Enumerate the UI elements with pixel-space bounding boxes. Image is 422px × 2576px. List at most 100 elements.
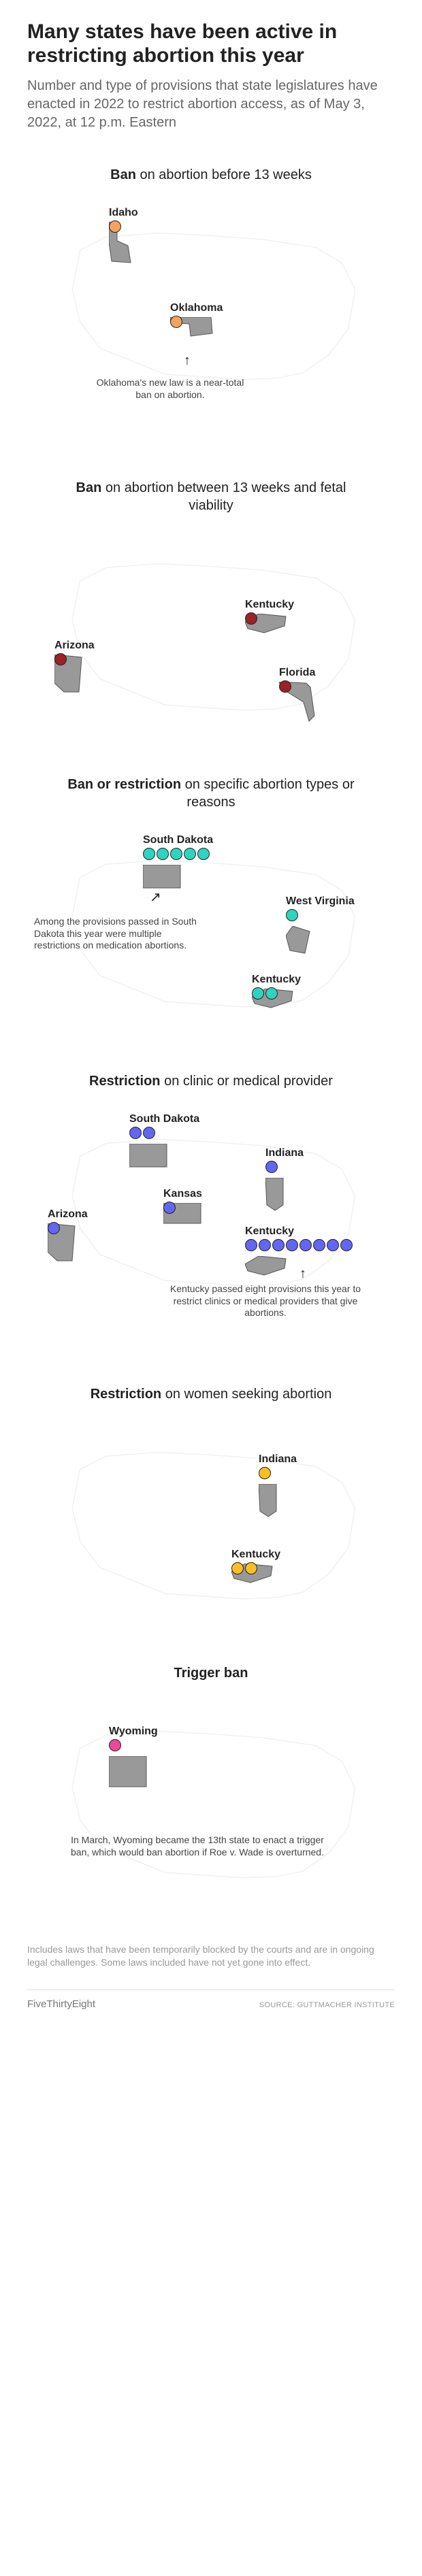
- provision-dot: [272, 1239, 285, 1251]
- chart-footer: FiveThirtyEight SOURCE: GUTTMACHER INSTI…: [27, 1989, 395, 2010]
- provision-dot: [109, 220, 121, 233]
- provision-dots: [245, 1239, 353, 1251]
- map-section: Restriction on women seeking abortionInd…: [27, 1385, 395, 1610]
- footer-source: SOURCE: GUTTMACHER INSTITUTE: [259, 2001, 395, 2009]
- sections-container: Ban on abortion before 13 weeks Idaho Okla…: [27, 166, 395, 1889]
- provision-dots: [48, 1222, 88, 1234]
- provision-dot: [170, 316, 182, 328]
- provision-dots: [259, 1467, 297, 1479]
- provision-dot: [245, 612, 257, 625]
- provision-dot: [54, 653, 67, 665]
- us-outline: [41, 1440, 381, 1617]
- provision-dot: [265, 987, 278, 1000]
- provision-dot: [143, 848, 155, 860]
- provision-dots: [231, 1562, 280, 1574]
- provision-dot: [197, 848, 210, 860]
- provision-dots: [170, 316, 223, 328]
- provision-dot: [163, 1202, 176, 1214]
- provision-dot: [184, 848, 196, 860]
- state-label: Oklahoma: [170, 302, 223, 314]
- state-group: Kentucky: [245, 1225, 353, 1251]
- provision-dot: [48, 1222, 60, 1234]
- state-label: Kentucky: [245, 599, 294, 611]
- state-group: Kansas: [163, 1188, 202, 1214]
- state-group: Kentucky: [245, 599, 294, 625]
- state-group: Idaho: [109, 207, 138, 233]
- map-section: Ban on abortion between 13 weeks and fet…: [27, 479, 395, 721]
- provision-dot: [157, 848, 169, 860]
- state-label: Indiana: [259, 1453, 297, 1466]
- chart-headline: Many states have been active in restrict…: [27, 20, 395, 67]
- provision-dot: [286, 1239, 298, 1251]
- provision-dots: [109, 220, 138, 233]
- state-label: Wyoming: [109, 1725, 158, 1738]
- section-title: Ban or restriction on specific abortion …: [27, 776, 395, 811]
- map-area: South Dakota West Virginia Kentucky Among t…: [27, 827, 395, 1018]
- us-outline: [41, 1719, 381, 1896]
- provision-dot: [170, 848, 182, 860]
- provision-dot: [265, 1161, 278, 1173]
- state-label: Arizona: [54, 640, 95, 652]
- state-label: Kansas: [163, 1188, 202, 1200]
- provision-dot: [286, 909, 298, 921]
- provision-dot: [340, 1239, 353, 1251]
- map-annotation: Kentucky passed eight provisions this ye…: [163, 1283, 368, 1319]
- provision-dot: [252, 987, 264, 1000]
- state-group: Indiana: [259, 1453, 297, 1479]
- map-area: Indiana Kentucky: [27, 1419, 395, 1610]
- provision-dots: [279, 680, 315, 693]
- provision-dots: [252, 987, 301, 1000]
- annotation-arrow-icon: ↑: [299, 1266, 306, 1282]
- state-group: South Dakota: [143, 834, 213, 860]
- state-label: Kentucky: [252, 974, 301, 986]
- provision-dot: [313, 1239, 325, 1251]
- state-label: Kentucky: [245, 1225, 353, 1238]
- state-group: South Dakota: [129, 1113, 199, 1139]
- map-section: Restriction on clinic or medical provide…: [27, 1072, 395, 1331]
- section-title: Restriction on clinic or medical provide…: [27, 1072, 395, 1090]
- provision-dot: [327, 1239, 339, 1251]
- provision-dots: [109, 1739, 158, 1751]
- map-section: Ban or restriction on specific abortion …: [27, 776, 395, 1018]
- state-group: Arizona: [48, 1208, 88, 1234]
- provision-dots: [129, 1127, 199, 1139]
- provision-dot: [143, 1127, 155, 1139]
- state-shape-icon: [129, 1144, 177, 1191]
- state-label: West Virginia: [286, 895, 355, 908]
- state-label: Arizona: [48, 1208, 88, 1221]
- map-area: IdahoOklahomaOklahoma's new law is a nea…: [27, 200, 395, 425]
- state-group: Florida: [279, 667, 315, 693]
- section-title: Ban on abortion between 13 weeks and fet…: [27, 479, 395, 514]
- provision-dots: [54, 653, 95, 665]
- state-group: Kentucky: [231, 1549, 280, 1574]
- state-shape-icon: [286, 926, 334, 974]
- provision-dot: [299, 1239, 312, 1251]
- state-shape-icon: [259, 1484, 306, 1532]
- section-title: Trigger ban: [27, 1664, 395, 1682]
- state-group: Indiana: [265, 1147, 304, 1173]
- map-section: Trigger ban Wyoming In March, Wyoming beca…: [27, 1664, 395, 1889]
- map-area: South Dakota Indiana Kansas Arizona Kentucky…: [27, 1106, 395, 1331]
- map-annotation: In March, Wyoming became the 13th state …: [68, 1834, 327, 1858]
- map-section: Ban on abortion before 13 weeks Idaho Okla…: [27, 166, 395, 425]
- state-label: Idaho: [109, 207, 138, 219]
- chart-dek: Number and type of provisions that state…: [27, 77, 395, 132]
- map-annotation: Among the provisions passed in South Dak…: [34, 916, 197, 952]
- annotation-arrow-icon: ↗: [150, 889, 161, 906]
- state-group: Wyoming: [109, 1725, 158, 1751]
- map-area: Wyoming In March, Wyoming became the 13th…: [27, 1698, 395, 1889]
- provision-dot: [259, 1467, 271, 1479]
- state-label: South Dakota: [143, 834, 213, 846]
- state-group: Kentucky: [252, 974, 301, 1000]
- provision-dots: [265, 1161, 304, 1173]
- section-title: Ban on abortion before 13 weeks: [27, 166, 395, 184]
- annotation-arrow-icon: ↑: [184, 353, 191, 369]
- state-group: West Virginia: [286, 895, 355, 921]
- state-group: Arizona: [54, 640, 95, 665]
- provision-dot: [109, 1739, 121, 1751]
- provision-dots: [245, 612, 294, 625]
- provision-dots: [286, 909, 355, 921]
- state-group: Oklahoma: [170, 302, 223, 328]
- state-label: Kentucky: [231, 1549, 280, 1561]
- chart-footnote: Includes laws that have been temporarily…: [27, 1943, 395, 1969]
